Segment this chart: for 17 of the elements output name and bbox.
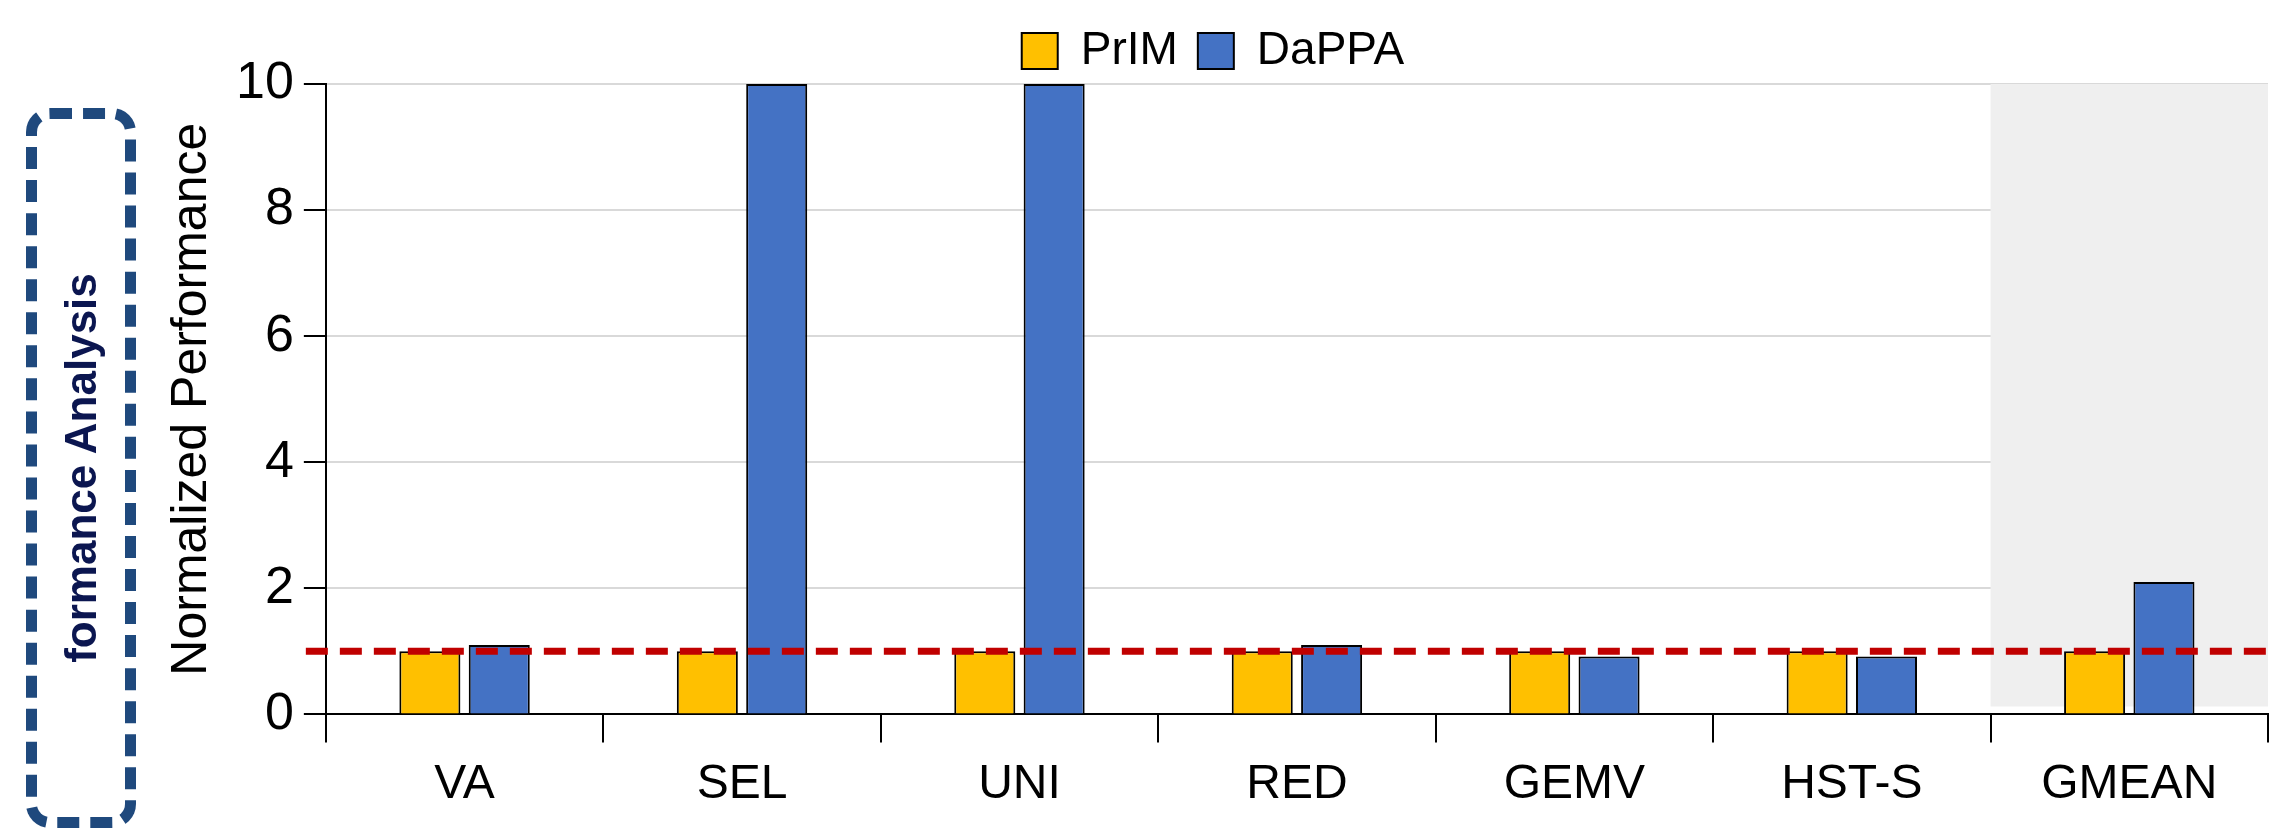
y-tick-label: 6 xyxy=(264,303,294,362)
x-tick-label: HST-S xyxy=(1781,755,1923,809)
y-axis-title: Normalized Performance xyxy=(160,122,217,676)
y-tick-label: 10 xyxy=(236,51,294,110)
y-tick-label: 8 xyxy=(264,177,294,236)
legend-label: DaPPA xyxy=(1256,21,1405,74)
y-tick-label: 2 xyxy=(264,555,294,614)
x-tick-label: VA xyxy=(434,755,495,809)
x-tick-label: SEL xyxy=(696,755,788,809)
legend-label: PrIM xyxy=(1080,21,1178,74)
text: formance Analysis xyxy=(56,273,106,663)
x-tick-label: GMEAN xyxy=(2041,755,2218,809)
y-tick-label: 4 xyxy=(264,429,294,488)
x-tick-label: RED xyxy=(1246,755,1348,809)
y-tick-label: 0 xyxy=(264,681,294,740)
x-tick-label: UNI xyxy=(978,755,1061,809)
x-tick-label: GEMV xyxy=(1503,755,1646,809)
